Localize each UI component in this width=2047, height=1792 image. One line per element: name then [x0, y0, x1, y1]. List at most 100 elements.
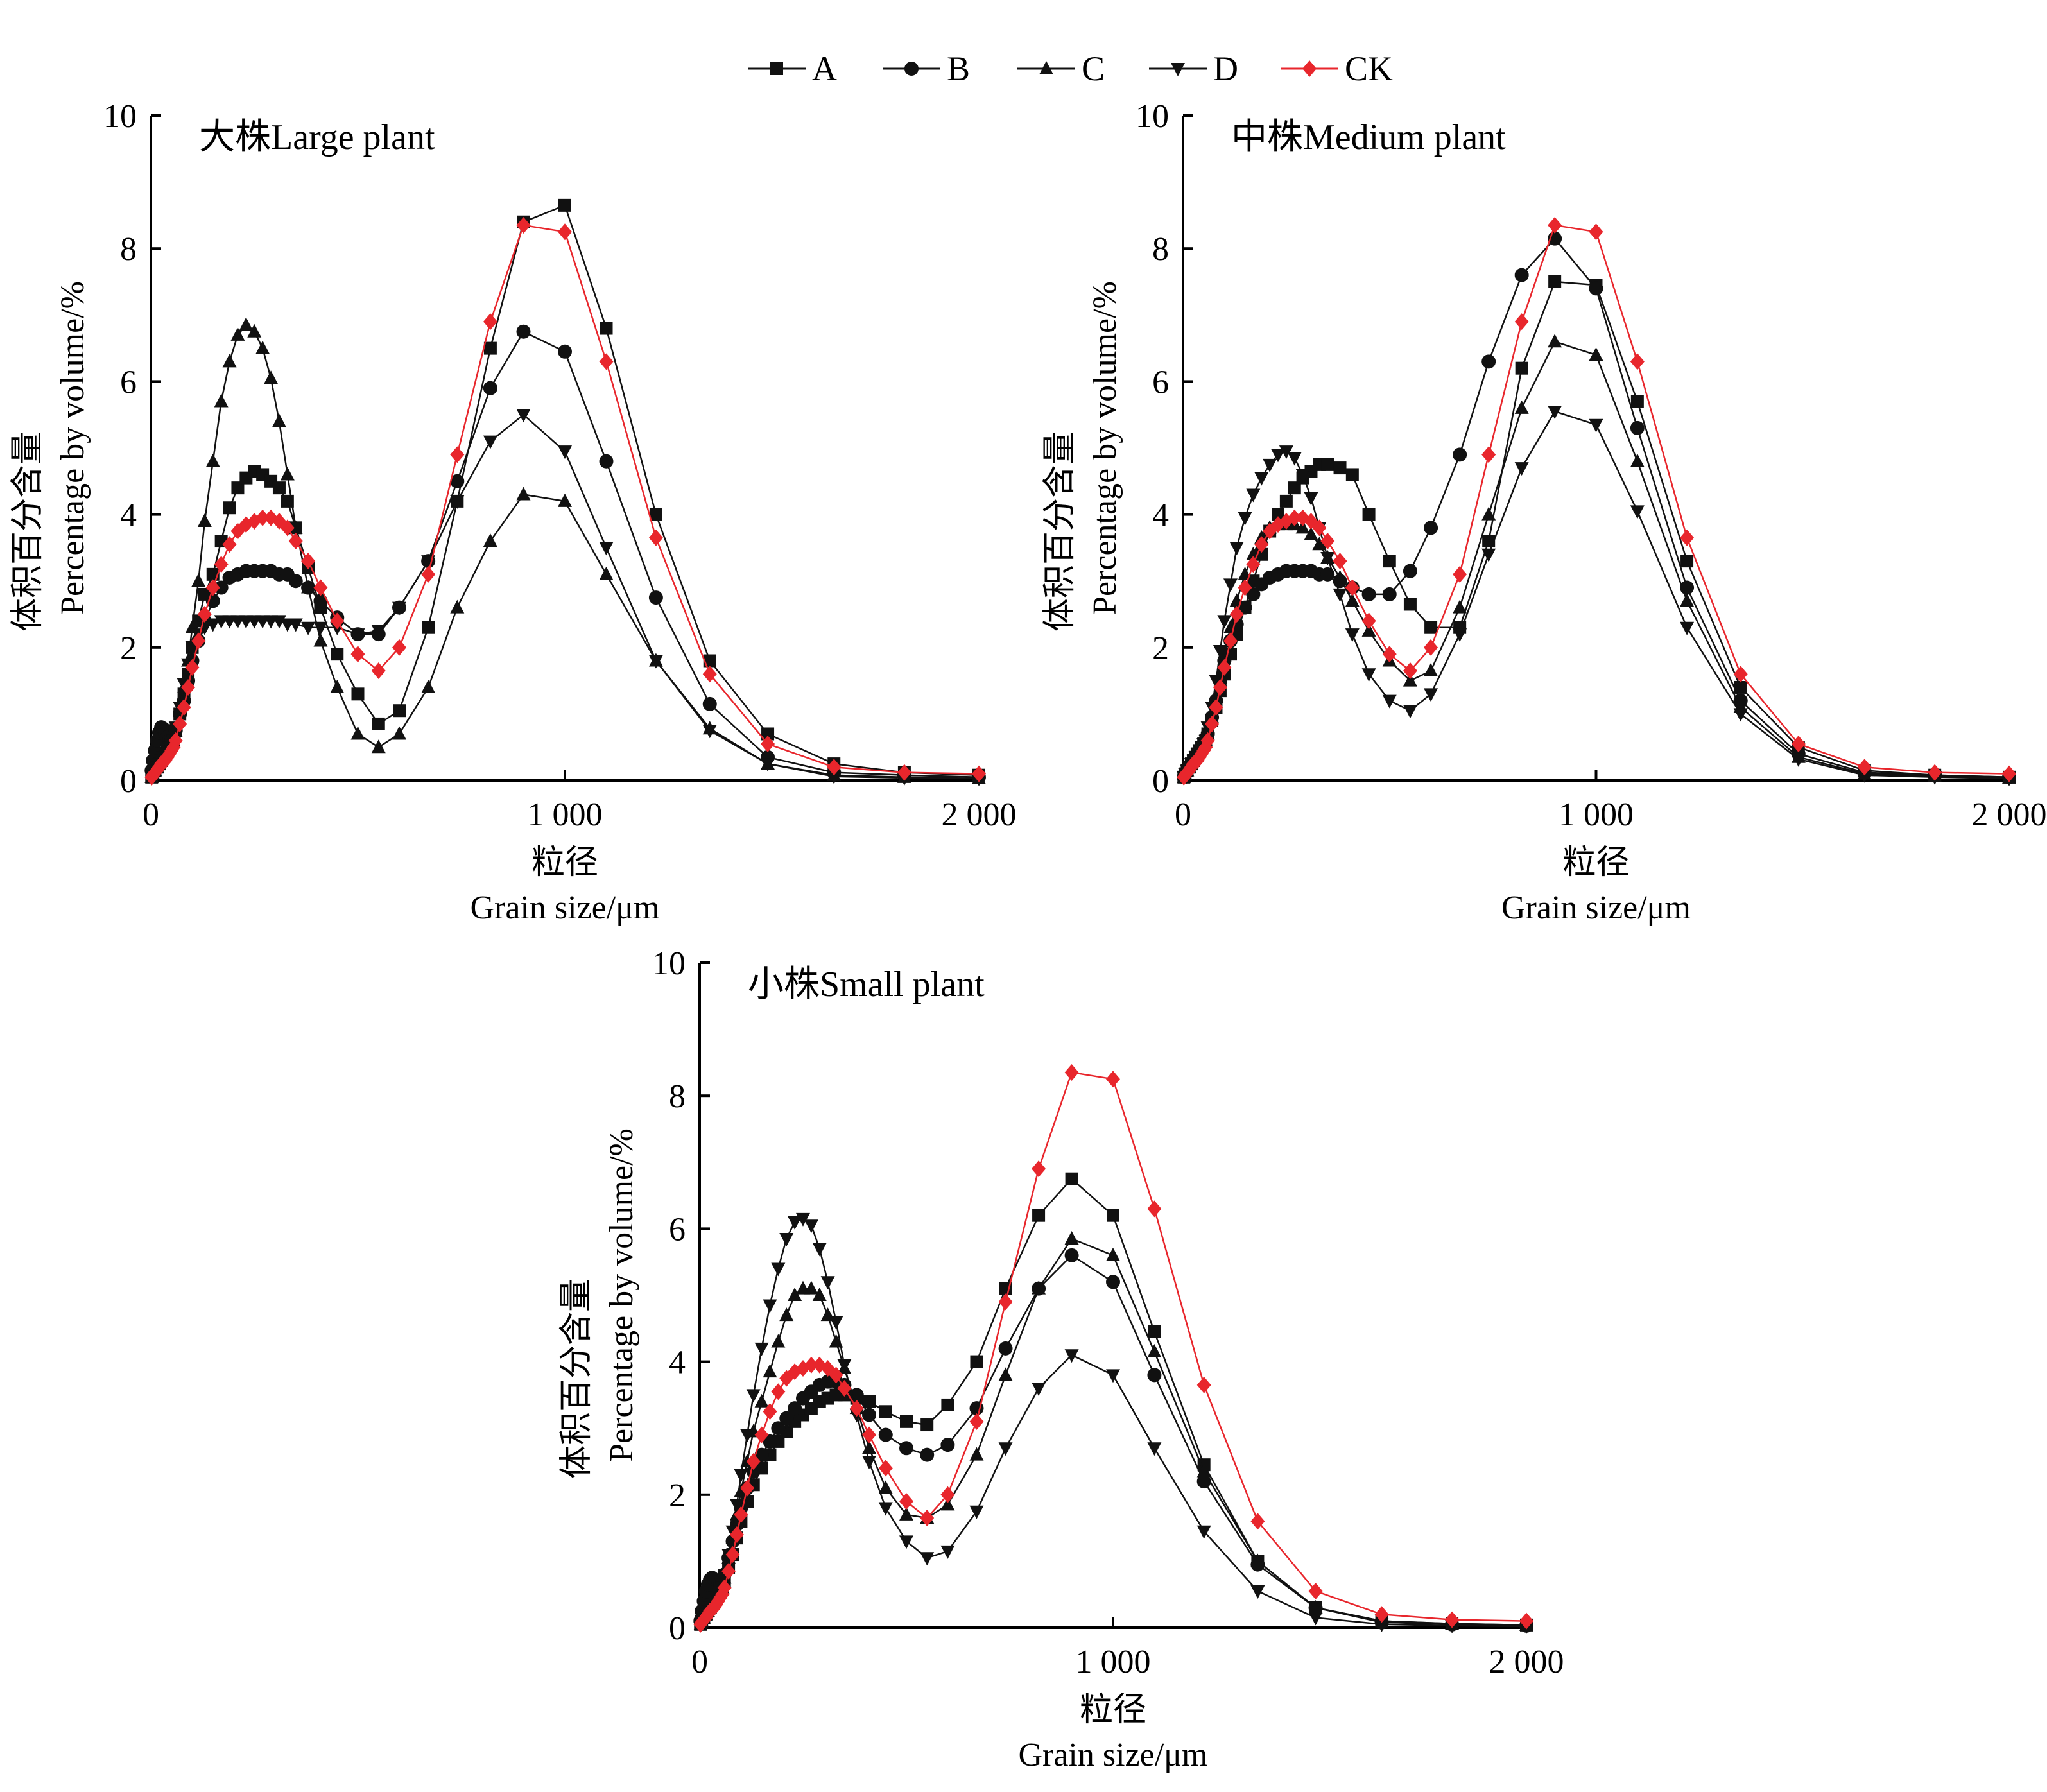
legend-label: C	[1082, 49, 1105, 88]
data-point	[483, 533, 497, 547]
data-point	[1361, 587, 1376, 601]
data-point	[1287, 509, 1302, 526]
data-point	[734, 1483, 748, 1497]
data-point	[1196, 1376, 1211, 1393]
data-point	[998, 1367, 1013, 1381]
data-point	[1403, 662, 1417, 680]
legend-item-ck: CK	[1281, 49, 1393, 88]
y-tick-label: 0	[1152, 763, 1169, 800]
x-tick-label: 0	[1175, 797, 1191, 833]
data-point	[1514, 400, 1529, 414]
data-point	[1453, 599, 1467, 614]
data-point	[205, 618, 220, 632]
data-point	[1630, 395, 1644, 408]
data-point	[1424, 639, 1438, 656]
data-point	[837, 1380, 852, 1397]
data-point	[1515, 361, 1528, 375]
data-point	[899, 1506, 913, 1521]
data-point	[1345, 579, 1360, 596]
data-point	[763, 1403, 777, 1420]
axis-lines	[1182, 116, 2009, 782]
data-point	[1246, 556, 1261, 573]
series-c	[693, 1230, 1533, 1631]
data-point	[1200, 732, 1215, 749]
data-point	[1680, 593, 1695, 607]
data-point	[1106, 1071, 1120, 1088]
data-point	[392, 639, 406, 656]
data-point	[1345, 468, 1359, 481]
data-point	[483, 313, 497, 331]
series-line-b	[151, 331, 980, 779]
data-point	[331, 648, 344, 661]
data-point	[1196, 1525, 1211, 1539]
data-point	[1246, 587, 1261, 601]
data-point	[734, 1469, 748, 1483]
data-point	[1630, 353, 1645, 370]
panel-medium-plant: 0 2 4 6 8 10 0 1 000 2 000 中株Medium plant 粒径 Grain …	[1042, 98, 2047, 926]
data-point	[288, 533, 303, 550]
data-point	[1424, 621, 1438, 634]
data-point	[1481, 548, 1496, 562]
data-point	[1424, 663, 1438, 677]
data-point	[788, 1216, 802, 1230]
data-point	[1217, 659, 1232, 676]
data-point	[878, 1427, 893, 1442]
data-point	[1680, 621, 1695, 635]
legend-label: B	[947, 49, 970, 88]
y-axis-title-en: Percentage by volume/%	[55, 281, 91, 615]
data-point	[280, 519, 295, 537]
y-tick-label: 4	[1152, 497, 1169, 534]
data-point	[264, 370, 279, 384]
y-axis-title-cn: 体积百分含量	[10, 431, 46, 632]
data-point	[1680, 555, 1694, 568]
data-point	[450, 474, 465, 488]
x-tick-label: 0	[143, 797, 159, 833]
data-point	[1229, 542, 1244, 556]
data-point	[1308, 1583, 1323, 1600]
data-point	[1229, 606, 1244, 623]
x-axis-title-en: Grain size/μm	[1501, 890, 1691, 926]
y-tick-label: 8	[1152, 231, 1169, 268]
data-point	[1271, 449, 1286, 463]
data-point	[829, 1366, 843, 1384]
panel-small-plant: 0 2 4 6 8 10 0 1 000 2 000 小株Small plant 粒径 Grain s…	[558, 945, 1564, 1773]
data-point	[1279, 445, 1293, 460]
data-point	[1733, 708, 1748, 722]
data-point	[763, 1434, 777, 1449]
data-point	[862, 1408, 877, 1422]
data-point	[1734, 680, 1747, 694]
data-point	[1320, 533, 1335, 550]
data-point	[1107, 1209, 1119, 1222]
data-point	[1209, 675, 1223, 689]
data-point	[1272, 508, 1285, 521]
data-point	[168, 732, 183, 749]
data-point	[920, 1552, 935, 1566]
legend-marker-diamond	[1302, 60, 1317, 77]
data-point	[1589, 418, 1603, 433]
y-tick-label: 8	[669, 1078, 686, 1115]
data-point	[1032, 1383, 1046, 1397]
data-point	[1630, 505, 1645, 519]
data-point	[969, 1413, 984, 1430]
series-line-c	[1183, 340, 2010, 779]
data-point	[721, 1562, 736, 1580]
series-d	[1177, 406, 2016, 786]
legend-label: A	[812, 49, 837, 88]
y-axis-title-cn: 体积百分含量	[1042, 431, 1078, 632]
data-point	[599, 454, 614, 469]
data-point	[804, 1356, 818, 1374]
data-point	[173, 715, 187, 732]
data-point	[1548, 275, 1562, 288]
data-point	[1279, 494, 1293, 508]
data-point	[599, 353, 614, 370]
series-line-b	[700, 1254, 1527, 1627]
panel-title: 小株Small plant	[748, 965, 985, 1004]
series-line-ck	[1183, 224, 2010, 778]
data-point	[214, 556, 229, 573]
data-point	[313, 621, 328, 635]
data-point	[746, 1389, 761, 1403]
data-point	[371, 625, 386, 639]
data-point	[1238, 579, 1252, 596]
series-c	[1177, 334, 2016, 784]
data-point	[725, 1546, 740, 1564]
